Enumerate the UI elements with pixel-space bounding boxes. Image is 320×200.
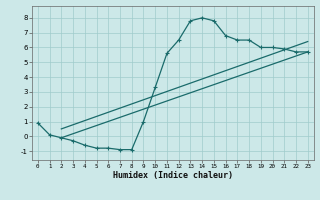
X-axis label: Humidex (Indice chaleur): Humidex (Indice chaleur) <box>113 171 233 180</box>
